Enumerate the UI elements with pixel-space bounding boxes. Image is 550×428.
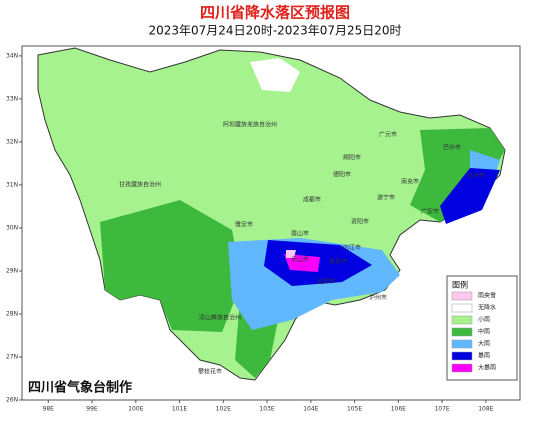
place-label: 广元市: [379, 131, 397, 139]
place-label: 广安市: [421, 208, 439, 216]
place-label: 达州市: [467, 172, 485, 180]
legend-swatch: [451, 327, 473, 337]
lon-tick-label: 105E: [347, 406, 362, 413]
map-title: 四川省降水落区预报图: [200, 4, 350, 22]
legend-swatch: [451, 291, 473, 301]
lat-tick-label: 31N: [6, 181, 18, 188]
lat-tick-label: 27N: [6, 353, 18, 360]
legend-swatch: [451, 339, 473, 349]
footer: 四川省气象台制作: [28, 380, 132, 396]
place-label: 泸州市: [369, 294, 387, 302]
place-label: 乐山市: [291, 256, 309, 264]
lon-tick-label: 104E: [303, 406, 318, 413]
lat-tick-label: 33N: [6, 95, 18, 102]
heavy-rainstorm-area: [284, 254, 320, 272]
legend-label: 中雨: [478, 328, 490, 336]
lon-tick-label: 103E: [259, 406, 274, 413]
place-label: 内江市: [343, 244, 361, 252]
lon-tick-label: 98E: [43, 406, 55, 413]
legend-label: 小雨: [478, 316, 490, 324]
lon-tick-label: 106E: [391, 406, 406, 413]
legend-title: 图例: [452, 280, 468, 290]
legend-swatch: [451, 351, 473, 361]
no-rain-area: [250, 58, 300, 92]
place-label: 甘孜藏族自治州: [119, 181, 161, 189]
lat-tick-label: 26N: [6, 397, 18, 404]
legend-label: 大暴雨: [478, 364, 496, 372]
lon-tick-label: 100E: [128, 406, 143, 413]
lat-tick-label: 32N: [6, 138, 18, 145]
map-subtitle: 2023年07月24日20时-2023年07月25日20时: [148, 24, 401, 38]
lon-tick-label: 107E: [434, 406, 449, 413]
regions: [37, 47, 506, 381]
lat-tick-label: 29N: [6, 267, 18, 274]
lon-tick-label: 101E: [172, 406, 187, 413]
place-label: 巴中市: [443, 144, 461, 152]
place-label: 资阳市: [351, 218, 369, 226]
rainstorm-area: [440, 168, 500, 224]
place-label: 攀枝花市: [198, 368, 222, 376]
lat-tick-label: 30N: [6, 224, 18, 231]
legend-label: 大雨: [478, 340, 490, 348]
place-label: 绵阳市: [343, 154, 361, 162]
moderate-rain-area: [100, 200, 242, 332]
lon-tick-label: 99E: [86, 406, 98, 413]
lon-tick-label: 108E: [478, 406, 493, 413]
place-label: 遂宁市: [377, 194, 395, 202]
legend-swatch: [451, 363, 473, 373]
graticule: 34N 33N 32N 31N 30N 29N 28N 27N 26N 98E 99E 100E 101…: [6, 52, 494, 412]
place-label: 成都市: [303, 196, 321, 204]
place-label: 南充市: [401, 178, 419, 186]
legend-label: 暴雨: [478, 353, 490, 360]
legend-swatch: [451, 315, 473, 325]
place-label: 阿坝藏族羌族自治州: [223, 121, 277, 129]
lon-tick-label: 102E: [216, 406, 231, 413]
place-label: 眉山市: [291, 230, 309, 238]
legend-label: 雨夹雪: [478, 292, 496, 300]
moderate-rain-area: [410, 128, 505, 222]
lat-tick-label: 28N: [6, 310, 18, 317]
sleet-area: [286, 250, 296, 258]
place-label: 凉山彝族自治州: [199, 314, 241, 322]
place-label: 雅安市: [235, 221, 253, 229]
place-label: 德阳市: [333, 171, 351, 179]
place-label: 宜宾市: [317, 278, 335, 286]
lat-tick-label: 34N: [6, 52, 18, 59]
legend-swatch: [451, 303, 473, 313]
legend-label: 无降水: [478, 304, 496, 312]
place-label: 自贡市: [329, 258, 347, 266]
